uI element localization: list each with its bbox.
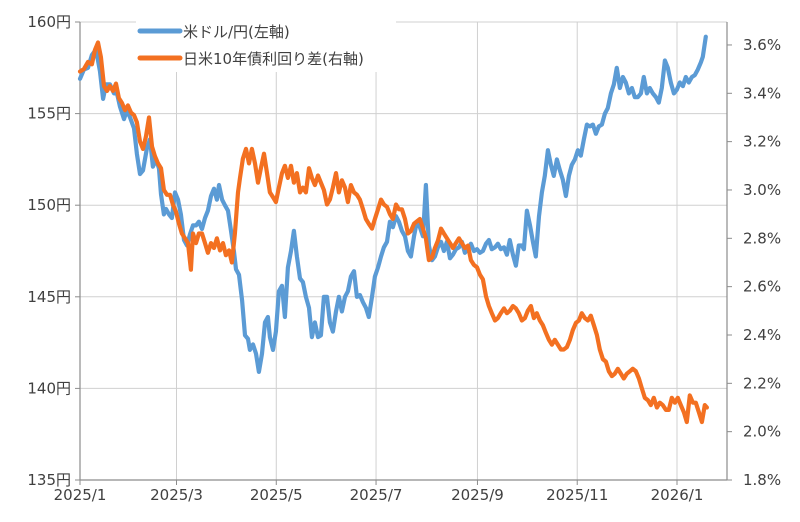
left-tick-label: 155円 <box>27 105 71 123</box>
left-tick-label: 135円 <box>27 471 71 489</box>
x-tick-label: 2026/1 <box>651 486 704 504</box>
right-tick-label: 2.8% <box>743 229 781 247</box>
series-lines <box>77 34 710 425</box>
legend-label-usdjpy: 米ドル/円(左軸) <box>183 23 290 41</box>
legend: 米ドル/円(左軸) 日米10年債利回り差(右軸) <box>136 20 396 72</box>
left-axis-ticks: 160円 155円 150円 145円 140円 135円 <box>27 13 80 489</box>
left-tick-label: 140円 <box>27 379 71 397</box>
right-tick-label: 3.0% <box>743 181 781 199</box>
left-tick-label: 145円 <box>27 288 71 306</box>
left-tick-label: 160円 <box>27 13 71 31</box>
right-tick-label: 2.4% <box>743 326 781 344</box>
right-tick-label: 2.6% <box>743 278 781 296</box>
legend-label-spread: 日米10年債利回り差(右軸) <box>183 50 364 68</box>
yield-spread-line <box>77 40 710 425</box>
right-tick-label: 2.0% <box>743 423 781 441</box>
x-tick-label: 2025/1 <box>54 486 107 504</box>
usdjpy-line <box>77 34 708 374</box>
left-tick-label: 150円 <box>27 196 71 214</box>
x-axis-ticks: 2025/1 2025/3 2025/5 2025/7 2025/9 2025/11 202… <box>54 480 704 504</box>
x-tick-label: 2025/3 <box>150 486 203 504</box>
x-tick-label: 2025/11 <box>546 486 608 504</box>
right-tick-label: 3.4% <box>743 84 781 102</box>
x-tick-label: 2025/7 <box>350 486 403 504</box>
right-tick-label: 3.6% <box>743 36 781 54</box>
right-tick-label: 2.2% <box>743 374 781 392</box>
right-tick-label: 3.2% <box>743 133 781 151</box>
x-tick-label: 2025/5 <box>250 486 303 504</box>
axes <box>79 22 728 481</box>
right-axis-ticks: 3.6% 3.4% 3.2% 3.0% 2.8% 2.6% 2.4% 2.2% 2.0% 1.8% <box>727 36 781 489</box>
right-tick-label: 1.8% <box>743 471 781 489</box>
x-tick-label: 2025/9 <box>451 486 504 504</box>
